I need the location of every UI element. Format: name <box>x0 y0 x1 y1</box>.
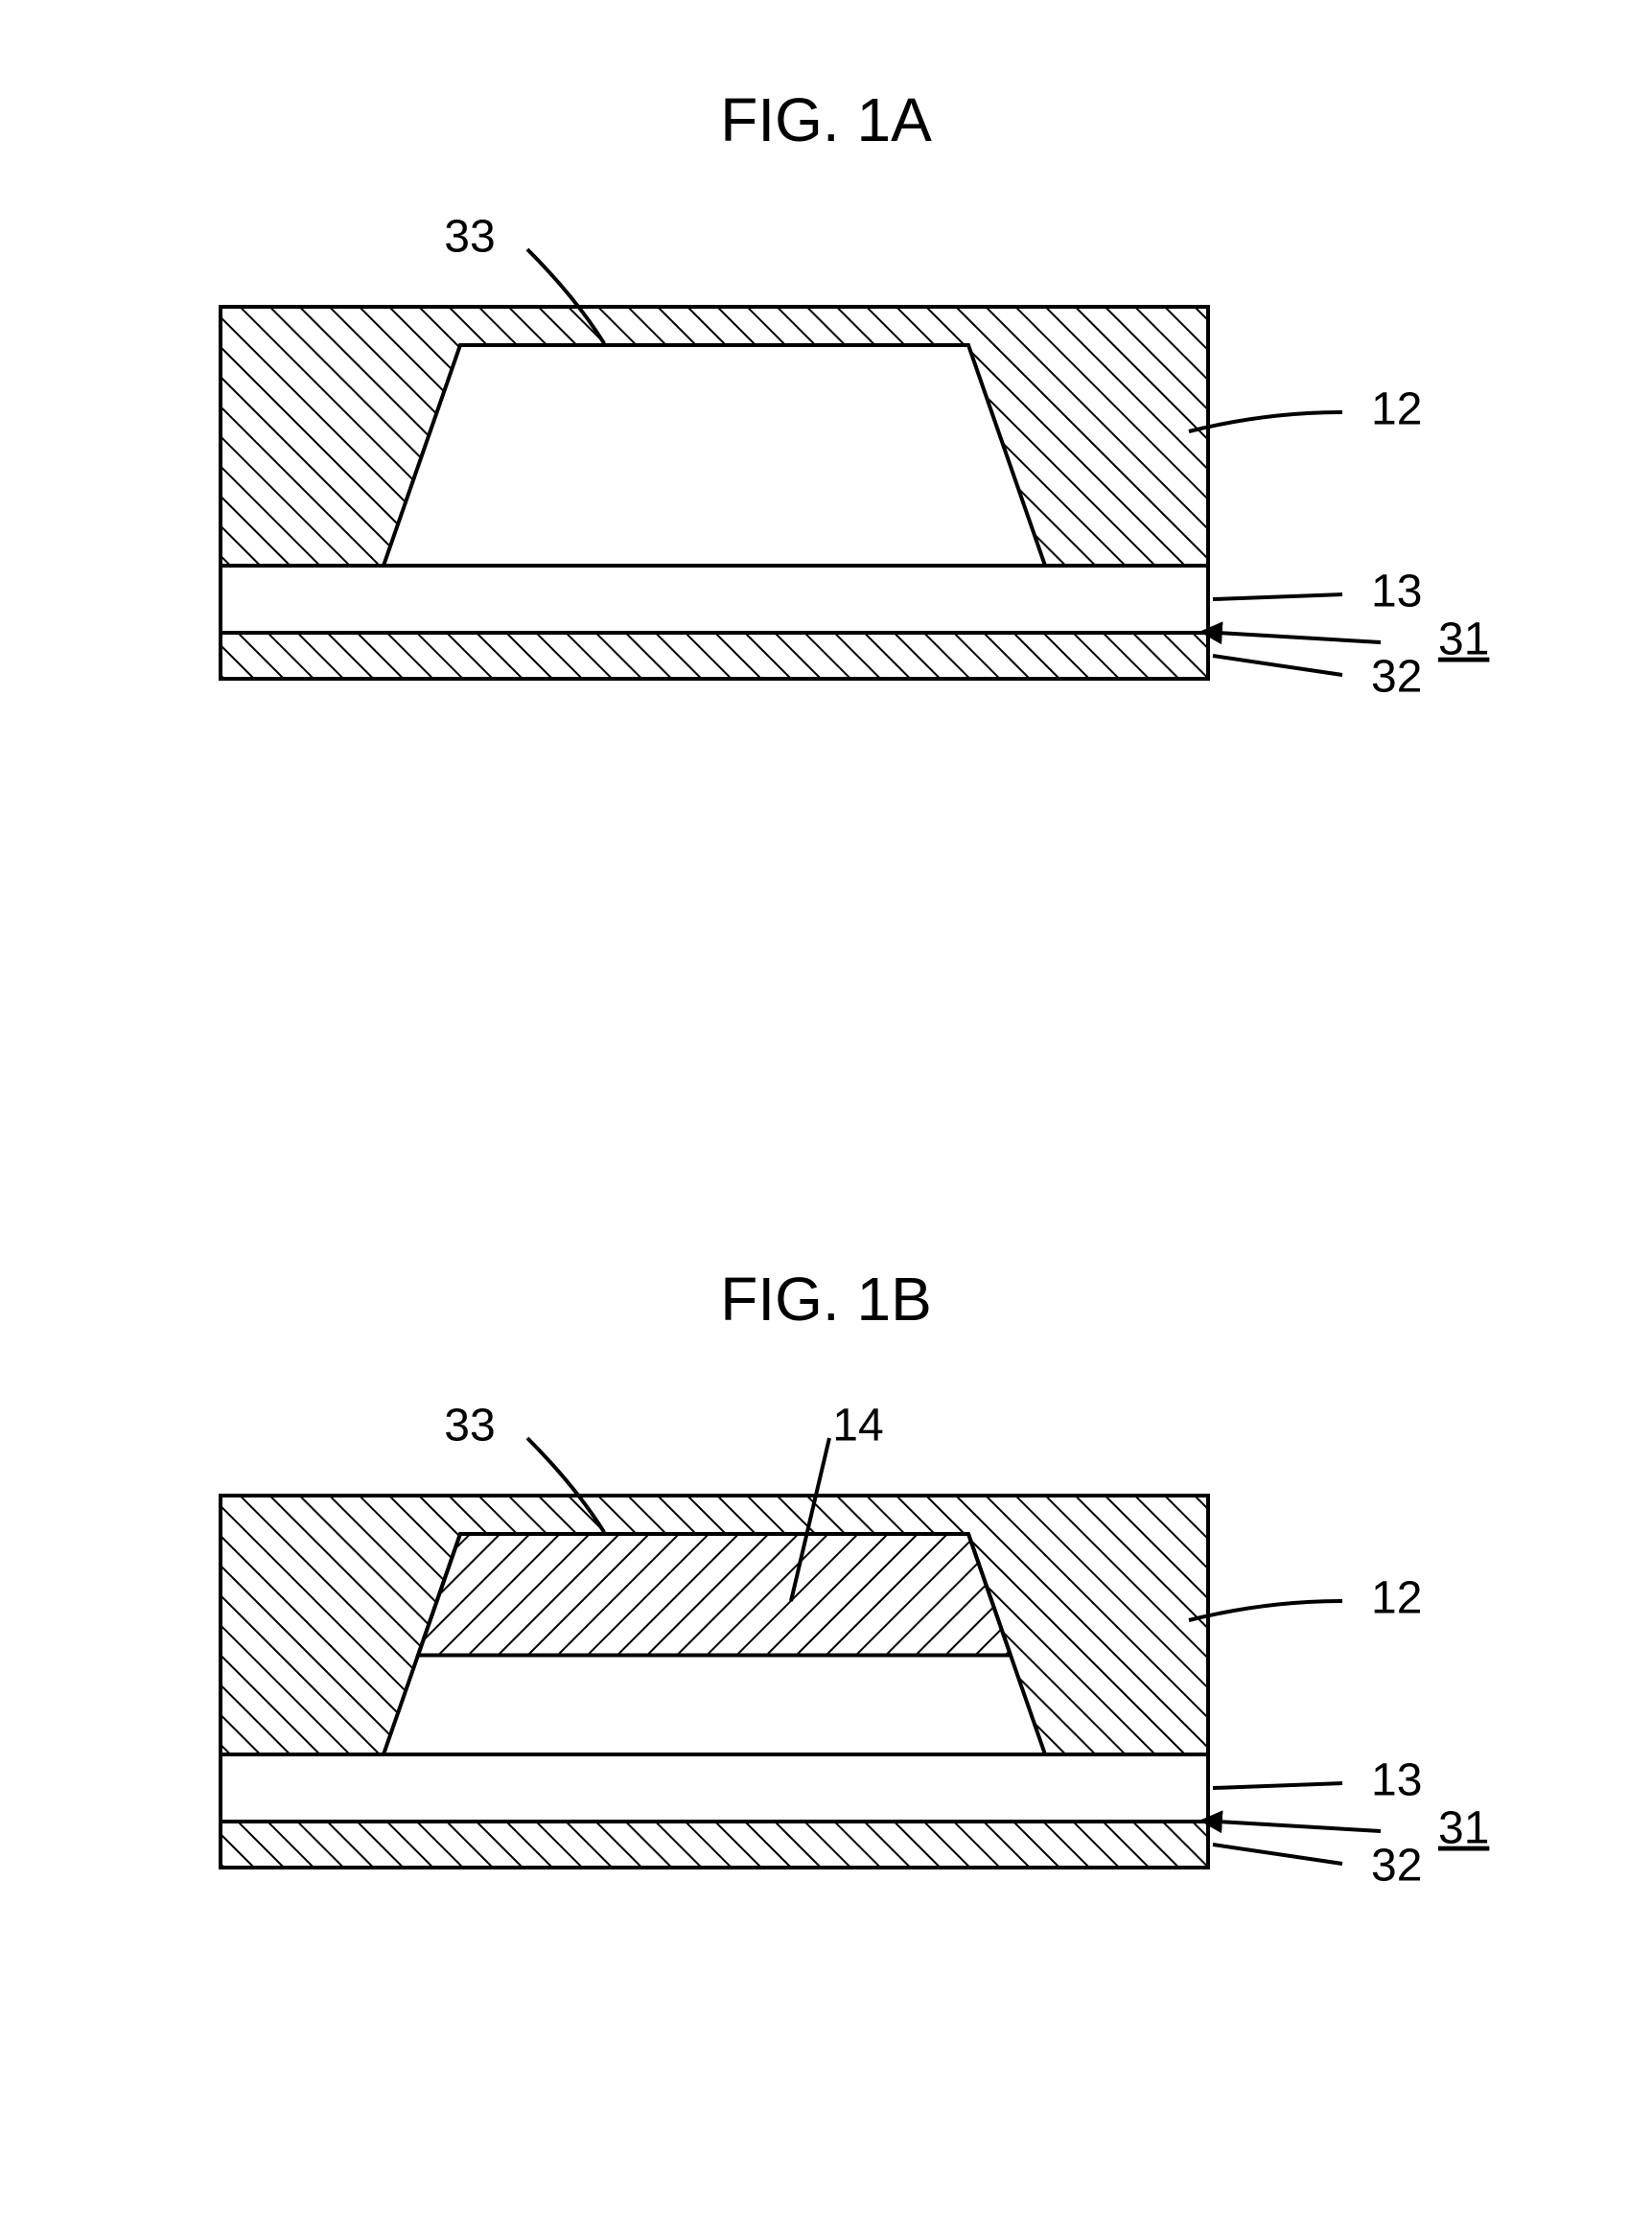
label-12: 12 <box>1371 1573 1422 1624</box>
label-33: 33 <box>444 212 495 263</box>
fill-14 <box>418 1534 1011 1656</box>
label-12: 12 <box>1371 384 1422 435</box>
fig-1b: 33 14 12 13 31 32 <box>221 1401 1489 1892</box>
layer-13 <box>221 566 1208 633</box>
fig-1a: 33 12 13 31 32 <box>221 212 1489 703</box>
label-32: 32 <box>1371 1841 1422 1892</box>
layer-32 <box>221 633 1208 679</box>
layer-13 <box>221 1754 1208 1822</box>
layer-32 <box>221 1822 1208 1868</box>
fig-1a-title: FIG. 1A <box>720 85 932 154</box>
fig-1b-title: FIG. 1B <box>720 1265 932 1334</box>
label-31: 31 <box>1438 1803 1489 1854</box>
label-33: 33 <box>444 1401 495 1451</box>
label-32: 32 <box>1371 652 1422 703</box>
label-13: 13 <box>1371 567 1422 617</box>
label-31: 31 <box>1438 615 1489 665</box>
label-13: 13 <box>1371 1755 1422 1806</box>
label-14: 14 <box>832 1401 883 1451</box>
